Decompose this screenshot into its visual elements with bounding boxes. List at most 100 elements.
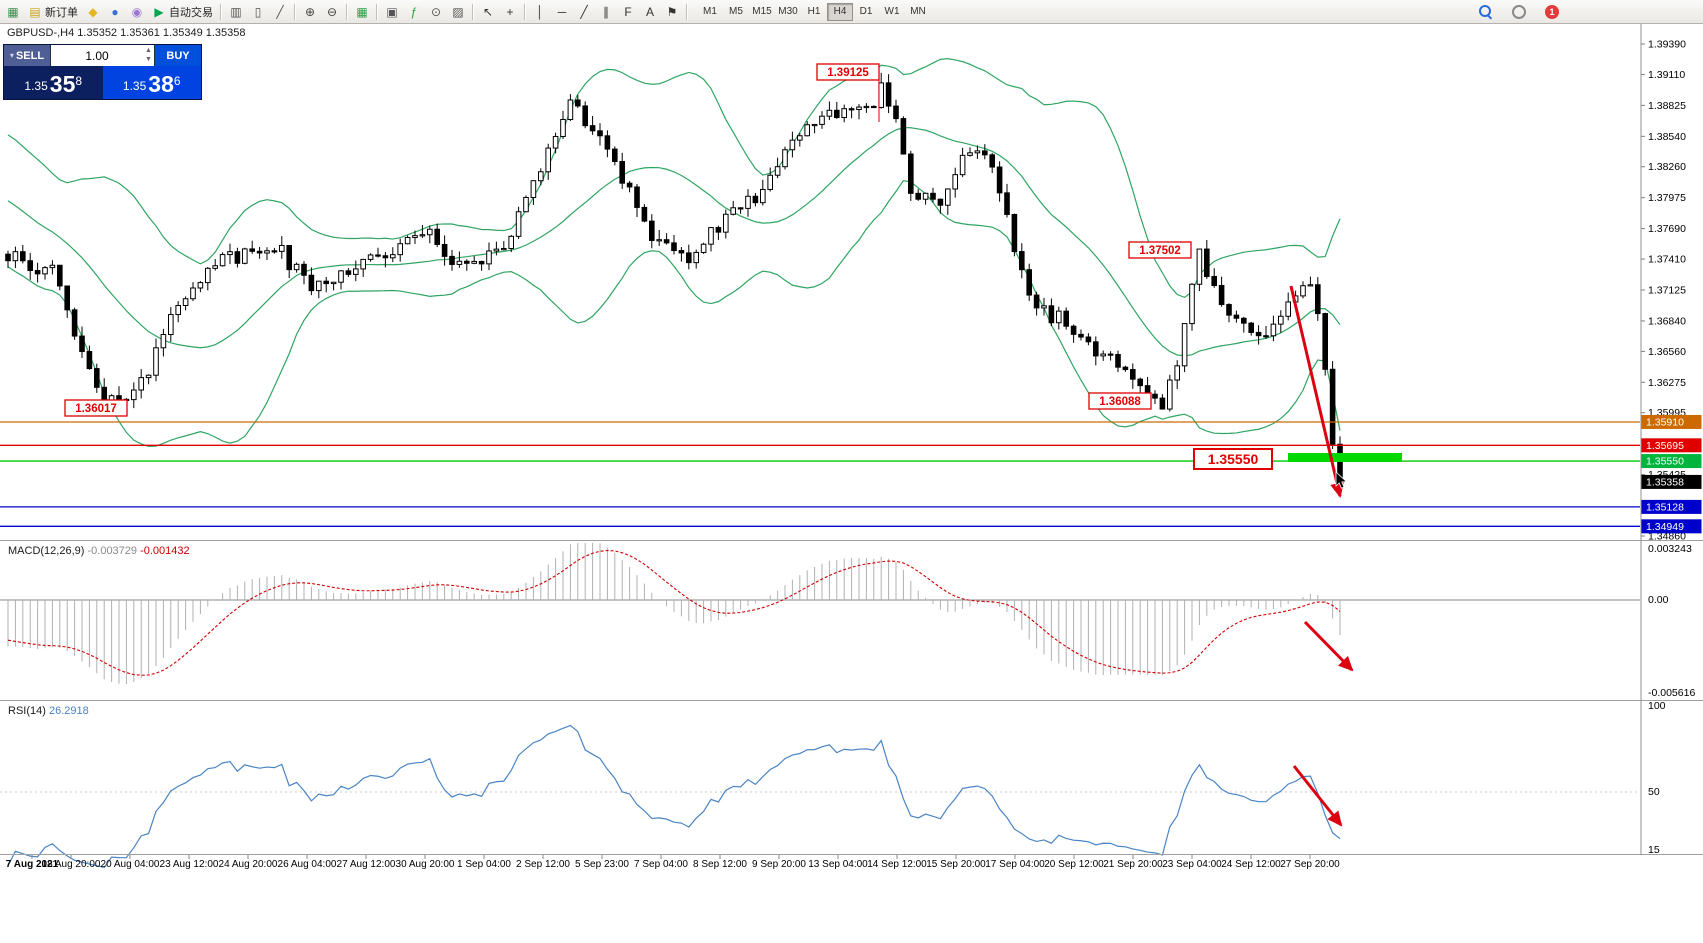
equidistant-channel-button[interactable]: ∥ — [595, 2, 617, 22]
auto-trading-icon: ▶ — [154, 4, 164, 19]
community-button[interactable]: ◉ — [126, 2, 148, 22]
auto-trading-button[interactable]: ▶ 自动交易 — [148, 2, 217, 22]
timeframe-m30-button[interactable]: M30 — [775, 3, 801, 21]
svg-text:1.34860: 1.34860 — [1648, 531, 1686, 543]
svg-text:1.36088: 1.36088 — [1099, 396, 1141, 408]
timeframe-mn-button[interactable]: MN — [905, 3, 931, 21]
price-annotations[interactable]: 1.39125 1.37502 1.36017 1.36088 1.35550 — [64, 63, 1273, 470]
strategy-tester-button[interactable]: ▦ — [351, 2, 373, 22]
svg-text:1.37125: 1.37125 — [1648, 285, 1686, 297]
toolbar-separator — [220, 3, 222, 20]
sell-button[interactable]: ▾ SELL — [4, 45, 50, 66]
auto-trading-label: 自动交易 — [169, 6, 213, 19]
vertical-line-button[interactable]: │ — [529, 2, 551, 22]
trendline-button[interactable]: ╱ — [573, 2, 595, 22]
timeframe-m5-button[interactable]: M5 — [723, 3, 749, 21]
periods-button[interactable]: ⊙ — [425, 2, 447, 22]
community-account-button[interactable] — [1508, 2, 1530, 22]
market-watch-icon: ● — [111, 4, 119, 19]
zoom-in-icon: ⊕ — [304, 4, 316, 19]
timeframe-m15-button[interactable]: M15 — [749, 3, 775, 21]
profiles-button[interactable]: ◆ — [82, 2, 104, 22]
timeframe-d1-button[interactable]: D1 — [853, 3, 879, 21]
sell-price[interactable]: 1.35 35 8 — [4, 66, 103, 99]
timeframe-m1-button[interactable]: M1 — [697, 3, 723, 21]
zoom-in-button[interactable]: ⊕ — [299, 2, 321, 22]
horizontal-line-icon: ─ — [557, 4, 567, 19]
collapse-panel-icon[interactable]: ▾ — [9, 51, 14, 60]
macd-signal-line — [7, 549, 1341, 676]
timeframe-w1-button[interactable]: W1 — [879, 3, 905, 21]
horizontal-line-objects[interactable] — [0, 421, 1640, 527]
new-chart-button[interactable]: ▦ — [2, 2, 24, 22]
macd-scale-tick: -0.005616 — [1648, 687, 1695, 699]
volume-input[interactable] — [51, 47, 143, 64]
vertical-line-icon: │ — [536, 4, 544, 19]
symbol-info: GBPUSD-,H4 1.35352 1.35361 1.35349 1.353… — [7, 27, 246, 39]
svg-text:23 Aug 12:00: 23 Aug 12:00 — [160, 859, 219, 870]
rsi-label: RSI(14) 26.2918 — [8, 705, 89, 717]
rsi-scale-tick: 50 — [1648, 786, 1660, 798]
templates-icon: ▨ — [452, 4, 464, 19]
timeframe-group: M1 M5 M15 M30 H1 H4 D1 W1 MN — [697, 2, 931, 21]
svg-text:1 Sep 04:00: 1 Sep 04:00 — [457, 859, 511, 870]
text-button[interactable]: A — [639, 2, 661, 22]
rsi-scale-tick: 15 — [1648, 844, 1660, 856]
bar-chart-button[interactable]: ▥ — [225, 2, 247, 22]
indicators-button[interactable]: ƒ — [403, 2, 425, 22]
horizontal-line-button[interactable]: ─ — [551, 2, 573, 22]
svg-text:1.35550: 1.35550 — [1208, 451, 1259, 467]
svg-text:14 Sep 12:00: 14 Sep 12:00 — [867, 859, 927, 870]
sell-price-big: 35 — [49, 71, 76, 97]
search-icon — [1478, 4, 1493, 20]
search-button[interactable] — [1474, 2, 1497, 22]
bollinger-bands[interactable] — [7, 58, 1341, 447]
arrow-label-button[interactable]: ⚑ — [661, 2, 683, 22]
support-highlight-bar[interactable] — [1288, 453, 1402, 462]
svg-text:1.35550: 1.35550 — [1646, 456, 1684, 468]
new-order-icon: ▤ — [29, 4, 41, 19]
svg-text:1.36840: 1.36840 — [1648, 315, 1686, 327]
price-chart[interactable]: 1.391251.375021.360171.360881.355501.393… — [0, 24, 1703, 943]
svg-text:1.35695: 1.35695 — [1646, 440, 1684, 452]
candles — [5, 72, 1343, 491]
notifications-button[interactable]: 1 — [1541, 2, 1563, 22]
timeframe-h4-button[interactable]: H4 — [827, 2, 853, 21]
templates-button[interactable]: ▨ — [447, 2, 469, 22]
market-watch-button[interactable]: ● — [104, 2, 126, 22]
rsi-line — [7, 724, 1341, 868]
candlestick-chart-button[interactable]: ▯ — [247, 2, 269, 22]
buy-price-sup: 6 — [173, 74, 181, 88]
notifications-icon: 1 — [1545, 4, 1559, 19]
arrow-label-icon: ⚑ — [666, 4, 678, 19]
svg-text:1.38825: 1.38825 — [1648, 100, 1686, 112]
zoom-out-icon: ⊖ — [326, 4, 338, 19]
zoom-out-button[interactable]: ⊖ — [321, 2, 343, 22]
svg-text:1.35358: 1.35358 — [1646, 476, 1684, 488]
trendline-icon: ╱ — [580, 4, 588, 19]
cursor-button[interactable]: ↖ — [477, 2, 499, 22]
trend-arrows[interactable] — [1289, 285, 1354, 827]
new-order-button[interactable]: ▤ 新订单 — [24, 2, 82, 22]
chart-area[interactable]: 1.39125 1.37502 1.36017 1.36088 1.35550 1.393… — [0, 24, 1703, 943]
svg-text:20 Sep 12:00: 20 Sep 12:00 — [1044, 859, 1104, 870]
crosshair-button[interactable]: + — [499, 2, 521, 22]
price-scale[interactable]: 1.39390 1.39110 1.38825 1.38540 1.38260 1.379… — [1641, 39, 1702, 543]
toolbar-separator — [686, 3, 688, 20]
svg-text:20 Aug 04:00: 20 Aug 04:00 — [101, 859, 160, 870]
volume-up-icon[interactable]: ▲ — [145, 46, 152, 54]
svg-text:1.36560: 1.36560 — [1648, 346, 1686, 358]
buy-button[interactable]: BUY — [155, 45, 201, 66]
svg-text:7 Aug 2021: 7 Aug 2021 — [6, 859, 59, 870]
line-chart-button[interactable]: ╱ — [269, 2, 291, 22]
fibonacci-button[interactable]: F — [617, 2, 639, 22]
timeframe-h1-button[interactable]: H1 — [801, 3, 827, 21]
profiles-icon: ◆ — [88, 4, 98, 19]
sell-price-sup: 8 — [75, 74, 83, 88]
periods-icon: ⊙ — [430, 4, 442, 19]
volume-down-icon[interactable]: ▼ — [145, 55, 152, 63]
tile-windows-button[interactable]: ▣ — [381, 2, 403, 22]
buy-price[interactable]: 1.35 38 6 — [102, 66, 201, 99]
